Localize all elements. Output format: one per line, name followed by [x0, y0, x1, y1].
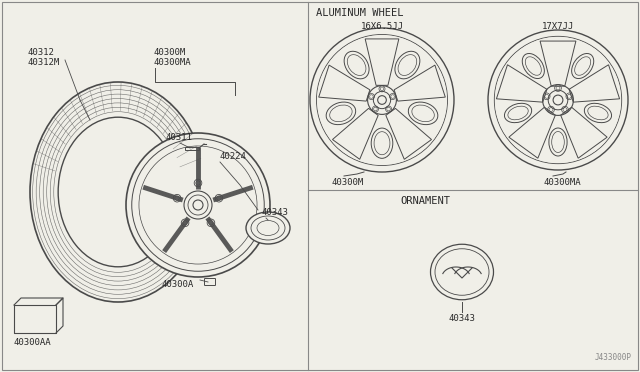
Text: 40343: 40343 — [262, 208, 289, 217]
Polygon shape — [365, 39, 399, 85]
Polygon shape — [394, 65, 445, 101]
Polygon shape — [386, 108, 431, 159]
Text: 40300MA: 40300MA — [543, 178, 580, 187]
Polygon shape — [319, 65, 370, 101]
Text: 17X7JJ: 17X7JJ — [542, 22, 574, 31]
Text: ALUMINUM WHEEL: ALUMINUM WHEEL — [316, 8, 403, 18]
Polygon shape — [333, 108, 378, 159]
Circle shape — [126, 133, 270, 277]
Text: 40300A: 40300A — [162, 280, 194, 289]
Polygon shape — [561, 107, 607, 158]
Bar — [185, 147, 199, 150]
Ellipse shape — [246, 212, 290, 244]
Text: 40300M: 40300M — [332, 178, 364, 187]
Text: 40300M: 40300M — [153, 48, 185, 57]
Text: 40300AA: 40300AA — [14, 338, 52, 347]
Text: ORNAMENT: ORNAMENT — [400, 196, 450, 206]
Text: 40224: 40224 — [220, 152, 247, 161]
Circle shape — [184, 191, 212, 219]
Polygon shape — [497, 65, 547, 102]
Text: 40300MA: 40300MA — [153, 58, 191, 67]
Ellipse shape — [58, 117, 178, 267]
Circle shape — [495, 37, 621, 163]
Polygon shape — [540, 41, 576, 86]
Text: 40312: 40312 — [28, 48, 55, 57]
Circle shape — [317, 35, 447, 165]
Text: 40343: 40343 — [449, 314, 476, 323]
Text: 40311: 40311 — [165, 133, 192, 142]
Polygon shape — [569, 65, 620, 102]
Polygon shape — [509, 107, 556, 158]
Text: J433000P: J433000P — [595, 353, 632, 362]
Text: 40312M: 40312M — [28, 58, 60, 67]
Text: 16X6.5JJ: 16X6.5JJ — [360, 22, 403, 31]
